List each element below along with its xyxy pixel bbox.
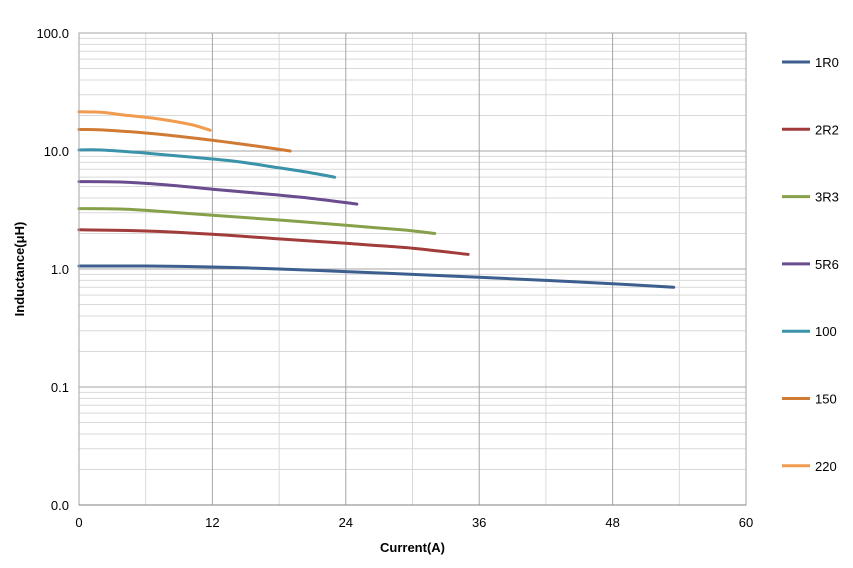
x-tick-label: 0 <box>75 515 82 530</box>
x-axis-title: Current(A) <box>380 540 445 555</box>
y-tick-label: 0.0 <box>51 498 69 513</box>
x-tick-label: 24 <box>339 515 353 530</box>
x-tick-label: 12 <box>205 515 219 530</box>
series-line-100 <box>77 148 337 179</box>
x-tick-label: 36 <box>472 515 486 530</box>
x-tick-label: 48 <box>605 515 619 530</box>
y-axis-title: Inductance(μH) <box>12 222 27 317</box>
series-line-150 <box>77 128 292 153</box>
series-line-2R2 <box>77 228 470 256</box>
legend-label-220: 220 <box>815 459 837 474</box>
legend-label-5R6: 5R6 <box>815 257 839 272</box>
legend-label-2R2: 2R2 <box>815 122 839 137</box>
legend-label-100: 100 <box>815 324 837 339</box>
series-layer <box>77 110 676 289</box>
legend-label-150: 150 <box>815 392 837 407</box>
legend-label-3R3: 3R3 <box>815 190 839 205</box>
series-line-3R3 <box>77 207 437 235</box>
y-tick-label: 100.0 <box>36 26 69 41</box>
series-line-1R0 <box>77 264 676 289</box>
x-tick-label: 60 <box>739 515 753 530</box>
series-line-220 <box>77 110 212 132</box>
legend: 1R0 2R2 3R3 5R6 100 150 220 <box>782 55 839 474</box>
y-tick-label: 10.0 <box>44 144 69 159</box>
series-line-5R6 <box>77 180 359 206</box>
grid-layer <box>78 32 747 506</box>
axis-layer: 0 12 24 36 48 60 0.0 0.1 1.0 10.0 100.0 <box>36 26 753 530</box>
y-tick-label: 1.0 <box>51 262 69 277</box>
legend-label-1R0: 1R0 <box>815 55 839 70</box>
y-tick-label: 0.1 <box>51 380 69 395</box>
